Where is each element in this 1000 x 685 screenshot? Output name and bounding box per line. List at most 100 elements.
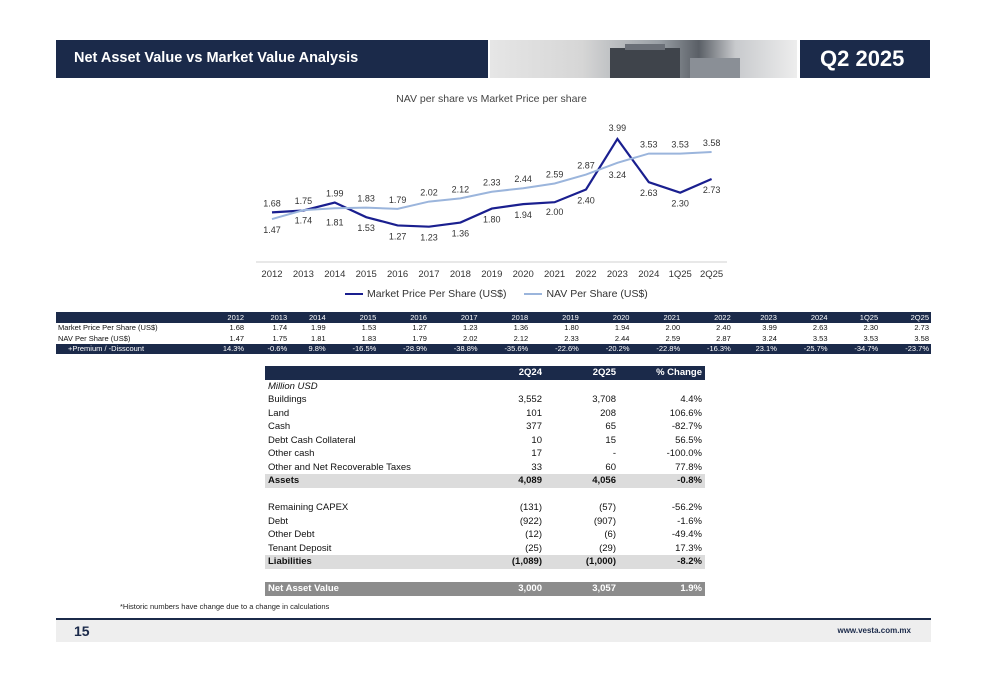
asset-v2: 15 bbox=[605, 434, 616, 446]
history-cell: 2.87 bbox=[716, 333, 731, 343]
liability-chg: -49.4% bbox=[671, 529, 702, 541]
history-header-row: 2012 2013 2014 2015 2016 2017 2018 2019 2020 2021… bbox=[56, 312, 931, 323]
liability-v2: (6) bbox=[604, 529, 616, 541]
market-price-data-label: 1.80 bbox=[483, 215, 501, 225]
asset-chg: -82.7% bbox=[671, 421, 702, 433]
history-cell: 2.33 bbox=[564, 333, 579, 343]
market-price-data-label: 3.99 bbox=[609, 123, 627, 133]
history-year-header: 2023 bbox=[732, 312, 779, 323]
history-cell: 1.27 bbox=[412, 323, 427, 333]
history-year-header: 2013 bbox=[246, 312, 290, 323]
legend-item-market-price: Market Price Per Share (US$) bbox=[345, 288, 506, 300]
x-tick-label: 2022 bbox=[575, 269, 596, 280]
history-cell: 1.36 bbox=[513, 323, 529, 333]
history-cell: 1.75 bbox=[272, 333, 288, 343]
liability-label: Tenant Deposit bbox=[268, 542, 332, 554]
market-price-data-label: 1.23 bbox=[420, 233, 438, 243]
chart-layer: 2012 2013 2014 2015 2016 2017 2018 2019 2020 2021… bbox=[256, 123, 727, 280]
assets-total-v1: 4,089 bbox=[471, 474, 545, 488]
asset-v2: 60 bbox=[605, 461, 616, 473]
market-price-data-label: 1.94 bbox=[514, 210, 532, 220]
chart-legend: Market Price Per Share (US$) NAV Per Sha… bbox=[345, 288, 648, 300]
history-cell: 1.81 bbox=[311, 333, 326, 343]
asset-v2: 3,708 bbox=[592, 394, 616, 406]
asset-v1: 101 bbox=[526, 407, 542, 419]
x-tick-label: 2020 bbox=[513, 269, 534, 280]
liabilities-total-v1: (1,089) bbox=[471, 555, 545, 569]
legend-swatch-market-price bbox=[345, 293, 363, 295]
asset-row: Land 101 208 106.6% bbox=[265, 407, 705, 421]
history-year-header: 2017 bbox=[428, 312, 480, 323]
asset-v2: - bbox=[612, 448, 616, 460]
history-cell: 1.53 bbox=[361, 323, 377, 333]
asset-label: Other cash bbox=[268, 448, 315, 460]
legend-item-nav: NAV Per Share (US$) bbox=[524, 288, 648, 300]
premium-cell: -16.3% bbox=[682, 343, 733, 354]
x-tick-label: 2021 bbox=[544, 269, 565, 280]
asset-chg: 106.6% bbox=[669, 407, 702, 419]
nav-line bbox=[271, 150, 712, 221]
history-year-header: 2019 bbox=[530, 312, 581, 323]
history-cell: 1.74 bbox=[272, 323, 288, 333]
history-header-blank bbox=[56, 312, 200, 323]
history-cell: 2.59 bbox=[665, 333, 681, 343]
unit-row: Million USD bbox=[265, 380, 705, 394]
premium-cell: -23.7% bbox=[880, 343, 931, 354]
premium-cell: -16.5% bbox=[327, 343, 379, 354]
nav-total-v1: 3,000 bbox=[471, 582, 545, 596]
legend-label-market-price: Market Price Per Share (US$) bbox=[367, 288, 507, 300]
period-label: Q2 2025 bbox=[820, 46, 905, 71]
page-number: 15 bbox=[74, 623, 90, 639]
assets-total-v2: 4,056 bbox=[545, 474, 619, 488]
assets-total-label: Assets bbox=[265, 474, 471, 488]
history-cell: 3.53 bbox=[863, 333, 879, 343]
market-price-data-label: 1.53 bbox=[357, 223, 375, 233]
asset-chg: -100.0% bbox=[666, 448, 702, 460]
nav-data-label: 2.59 bbox=[546, 169, 564, 179]
liability-label: Remaining CAPEX bbox=[268, 502, 349, 514]
premium-cell: 14.3% bbox=[200, 343, 247, 354]
legend-label-nav: NAV Per Share (US$) bbox=[546, 288, 648, 300]
nav-data-label: 1.83 bbox=[357, 194, 375, 204]
premium-label: +Premium / -Disscount bbox=[56, 343, 200, 354]
history-cell: 1.47 bbox=[229, 333, 245, 343]
nav-total-label: Net Asset Value bbox=[265, 582, 471, 596]
x-tick-label: 2014 bbox=[324, 269, 345, 280]
market-price-data-label: 2.40 bbox=[577, 195, 595, 205]
nav-data-label: 3.53 bbox=[671, 140, 689, 150]
x-tick-label: 2019 bbox=[481, 269, 502, 280]
premium-cell: 23.1% bbox=[732, 343, 779, 354]
x-tick-label: 2012 bbox=[261, 269, 282, 280]
asset-v1: 3,552 bbox=[518, 394, 542, 406]
premium-cell: -28.9% bbox=[378, 343, 429, 354]
asset-label: Debt Cash Collateral bbox=[268, 434, 356, 446]
premium-cell: -0.6% bbox=[246, 343, 290, 354]
market-price-data-label: 1.27 bbox=[389, 231, 407, 241]
footer-divider bbox=[56, 618, 931, 620]
history-year-header: 2015 bbox=[327, 312, 379, 323]
nav-data-label: 3.24 bbox=[609, 170, 627, 180]
liability-v2: (907) bbox=[593, 515, 616, 527]
x-tick-label: 2023 bbox=[607, 269, 628, 280]
asset-chg: 77.8% bbox=[675, 461, 702, 473]
asset-row: Buildings 3,552 3,708 4.4% bbox=[265, 393, 705, 407]
x-tick-label: 2024 bbox=[638, 269, 659, 280]
website-link[interactable]: www.vesta.com.mx bbox=[837, 626, 911, 635]
history-year-header: 2Q25 bbox=[880, 312, 931, 323]
asset-row: Other cash 17 - -100.0% bbox=[265, 447, 705, 461]
x-tick-label: 2017 bbox=[418, 269, 439, 280]
x-tick-label: 2015 bbox=[356, 269, 377, 280]
nav-data-label: 2.87 bbox=[577, 161, 595, 171]
nav-data-label: 3.58 bbox=[703, 138, 721, 148]
nav-total-v2: 3,057 bbox=[545, 582, 619, 596]
liability-chg: -56.2% bbox=[671, 502, 702, 514]
history-row-label: Market Price Per Share (US$) bbox=[58, 323, 158, 333]
asset-v1: 17 bbox=[531, 448, 542, 460]
history-year-header: 2018 bbox=[479, 312, 531, 323]
premium-cell: -20.2% bbox=[580, 343, 632, 354]
liability-row: Other Debt (12) (6) -49.4% bbox=[265, 528, 705, 542]
nav-vs-price-chart: 2012 2013 2014 2015 2016 2017 2018 2019 2020 2021… bbox=[256, 123, 727, 280]
history-cell: 2.73 bbox=[914, 323, 929, 333]
footer: 15 www.vesta.com.mx bbox=[56, 620, 931, 642]
market-price-data-label: 2.30 bbox=[671, 199, 689, 209]
